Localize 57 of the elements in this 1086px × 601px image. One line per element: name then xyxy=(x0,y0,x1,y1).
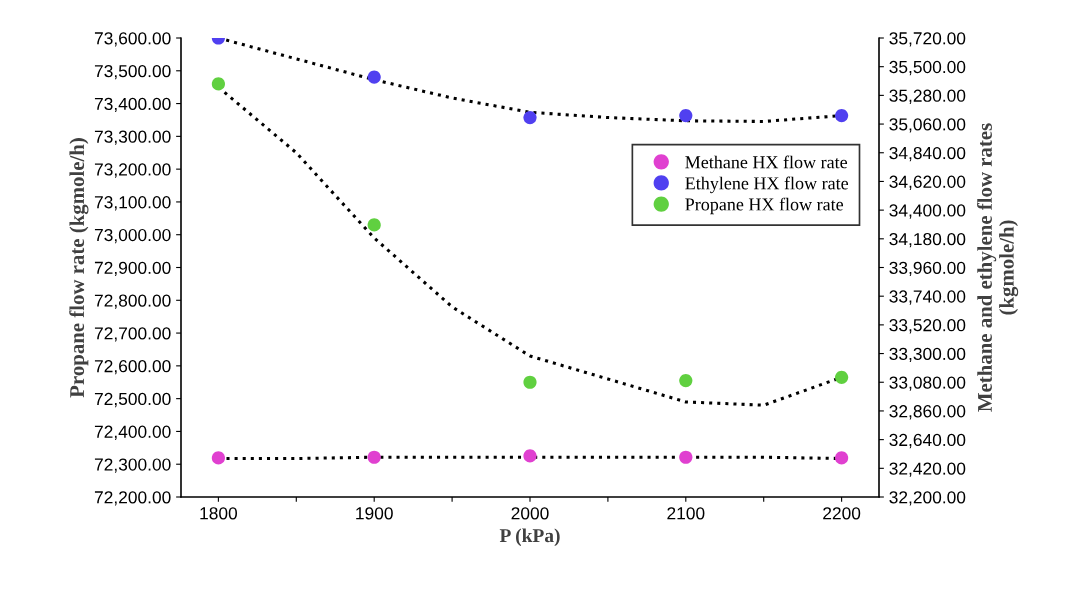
y2-tick-label: 32,420.00 xyxy=(889,462,966,477)
x-tick-label: 2000 xyxy=(511,507,549,520)
y2-tick-label: 34,620.00 xyxy=(889,175,966,190)
y-tick-label: 72,600.00 xyxy=(94,360,171,375)
point xyxy=(523,375,537,389)
y-tick-label: 73,200.00 xyxy=(94,163,171,178)
y2-tick-label: 33,520.00 xyxy=(889,319,966,334)
point xyxy=(523,110,537,125)
y2-tick-label: 32,860.00 xyxy=(889,405,966,420)
y-tick-label: 73,400.00 xyxy=(94,97,171,113)
y2-tick-label: 34,840.00 xyxy=(889,146,966,162)
point xyxy=(835,451,849,465)
x-axis-title: P (kPa) xyxy=(499,528,560,547)
y-tick-label: 72,500.00 xyxy=(94,392,171,408)
point xyxy=(211,77,225,91)
point xyxy=(367,450,381,464)
point xyxy=(211,451,225,465)
y2-tick-label: 35,060.00 xyxy=(889,118,966,133)
point xyxy=(679,109,693,123)
legend-label: Propane HX flow rate xyxy=(685,197,844,215)
y2-tick-label: 35,500.00 xyxy=(889,60,966,76)
y2-tick-label: 35,720.00 xyxy=(889,32,966,47)
y-tick-label: 73,600.00 xyxy=(94,32,171,47)
y-tick-label: 73,500.00 xyxy=(94,64,171,80)
point xyxy=(835,109,849,123)
point xyxy=(679,450,693,464)
y-axis-title: Propane flow rate (kgmole/h) xyxy=(69,138,89,398)
y-tick-label: 72,800.00 xyxy=(94,294,171,309)
y2-axis-title: Methane and ethylene flow rates (kgmole/h) xyxy=(977,123,1019,412)
y-tick-label: 72,900.00 xyxy=(94,261,171,277)
y-tick-label: 73,100.00 xyxy=(94,196,171,211)
y-tick-label: 73,300.00 xyxy=(94,130,171,145)
point xyxy=(679,374,693,388)
point xyxy=(367,218,381,232)
y2-tick-label: 33,740.00 xyxy=(889,290,966,305)
legend-label: Ethylene HX flow rate xyxy=(685,176,849,194)
point xyxy=(523,449,537,463)
y2-tick-label: 33,300.00 xyxy=(889,347,966,363)
x-tick-label: 2200 xyxy=(823,507,861,520)
y2-tick-label: 34,400.00 xyxy=(889,204,966,219)
x-tick-label: 2100 xyxy=(667,507,705,520)
y2-tick-label: 32,640.00 xyxy=(889,433,966,449)
y-tick-label: 72,300.00 xyxy=(94,458,171,473)
y2-tick-label: 34,180.00 xyxy=(889,232,966,248)
point xyxy=(367,70,381,84)
y2-tick-label: 33,960.00 xyxy=(889,261,966,277)
x-tick-label: 1900 xyxy=(356,507,393,520)
y-tick-label: 72,700.00 xyxy=(94,327,171,342)
y2-tick-label: 32,200.00 xyxy=(889,491,966,506)
y-tick-label: 73,000.00 xyxy=(94,228,171,244)
point xyxy=(835,370,849,384)
y2-tick-label: 33,080.00 xyxy=(889,376,966,391)
y2-tick-label: 35,280.00 xyxy=(889,89,966,104)
x-tick-label: 1800 xyxy=(200,507,238,520)
y-tick-label: 72,400.00 xyxy=(94,425,171,440)
y-tick-label: 72,200.00 xyxy=(94,491,171,506)
legend-label: Methane HX flow rate xyxy=(685,155,848,169)
